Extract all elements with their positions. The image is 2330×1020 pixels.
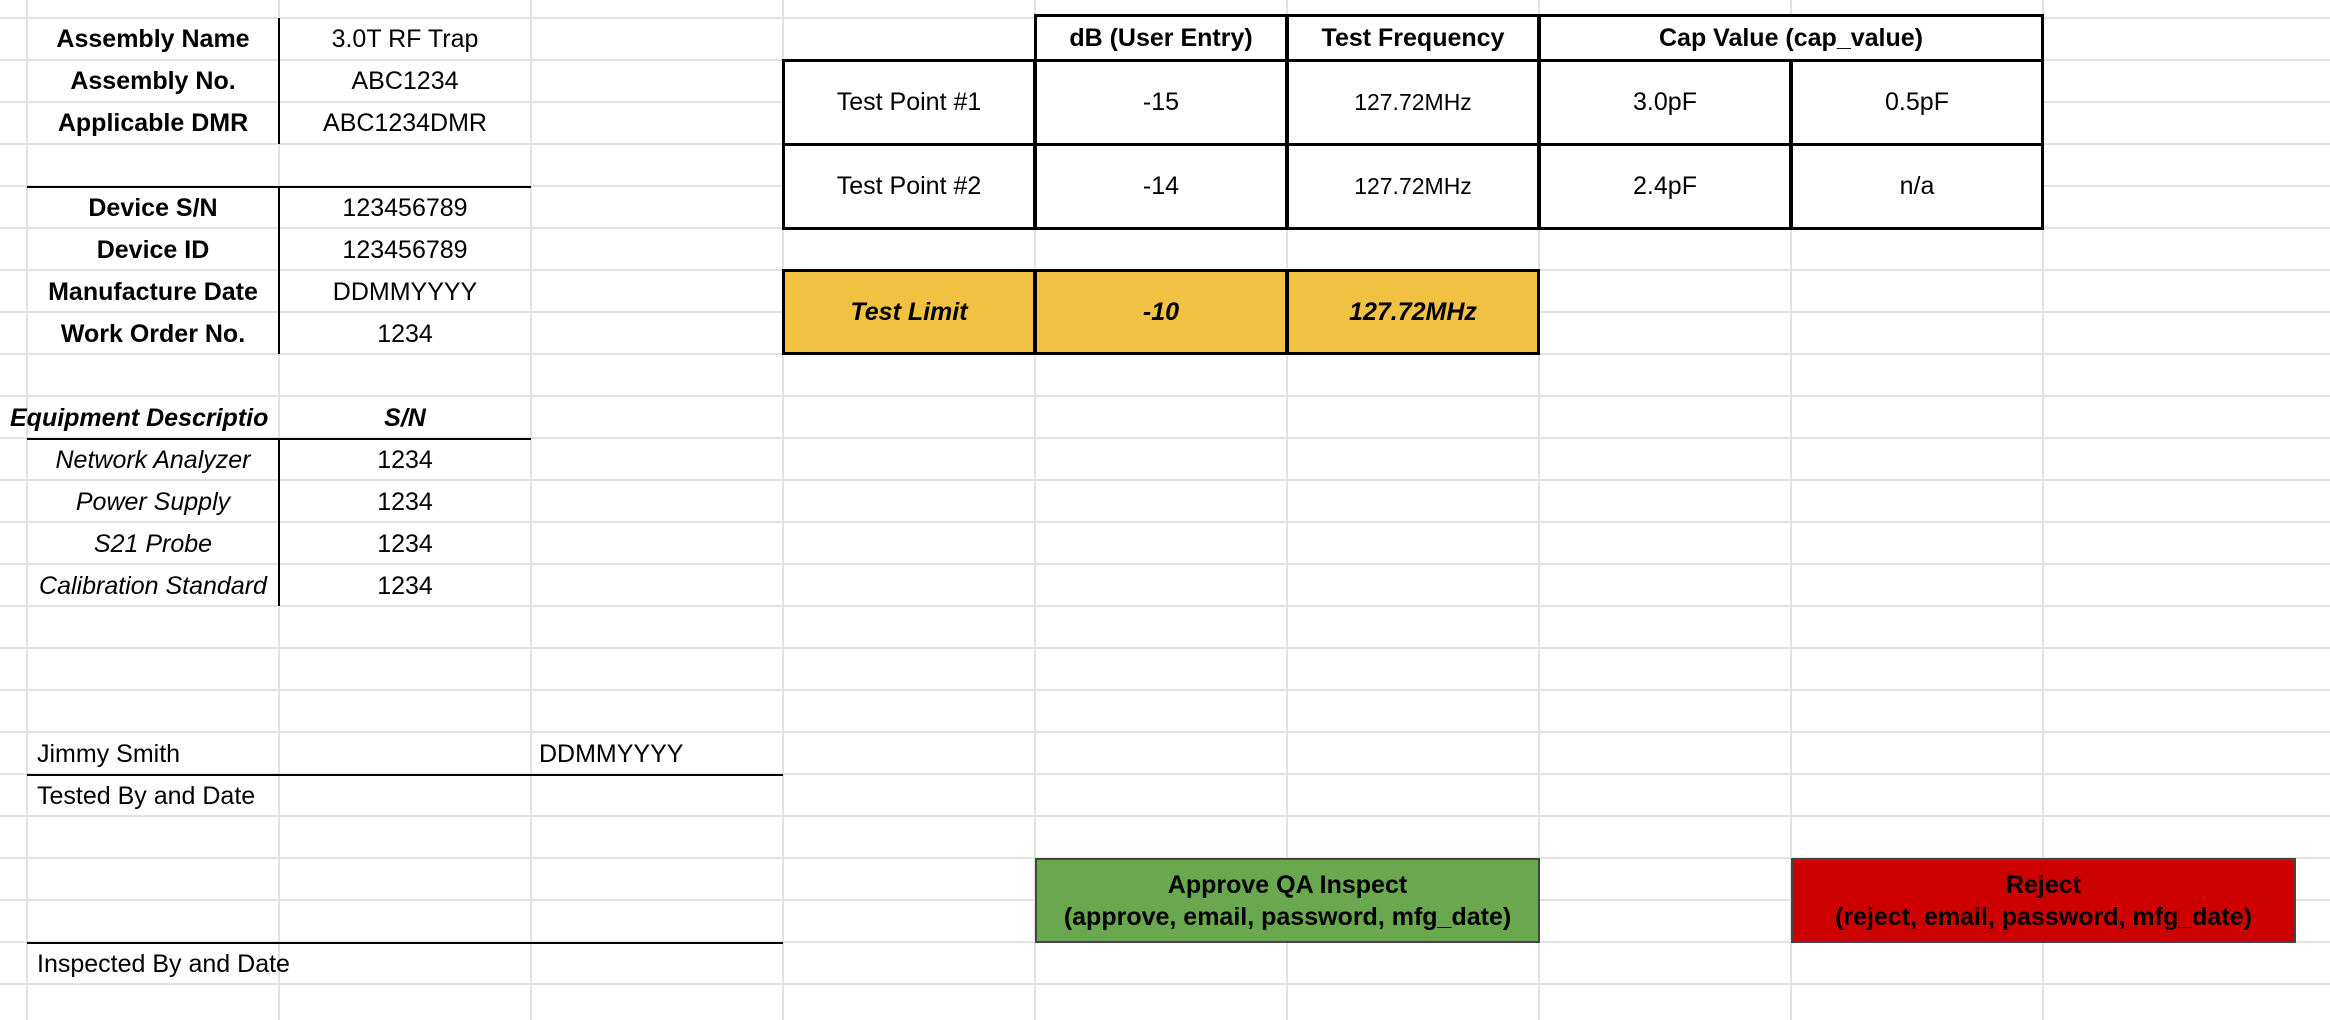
- equipment-row-calibration-standard: Calibration Standard: [39, 571, 267, 600]
- tester-date[interactable]: DDMMYYYY: [539, 739, 684, 768]
- work-order-label: Work Order No.: [60, 319, 246, 348]
- test-point-1-db[interactable]: -15: [1034, 59, 1288, 146]
- inspected-by-label: Inspected By and Date: [37, 949, 290, 978]
- equipment-row-s21-probe: S21 Probe: [93, 529, 213, 558]
- tested-by-label: Tested By and Date: [37, 781, 256, 810]
- manufacture-date-label: Manufacture Date: [48, 277, 258, 306]
- test-point-2-cap-b[interactable]: n/a: [1790, 143, 2044, 230]
- test-point-2-db[interactable]: -14: [1034, 143, 1288, 230]
- work-order-value[interactable]: 1234: [377, 319, 433, 348]
- equipment-sn-header: S/N: [384, 403, 426, 432]
- assembly-no-label: Assembly No.: [70, 66, 236, 95]
- applicable-dmr-label: Applicable DMR: [57, 108, 249, 137]
- device-sn-value[interactable]: 123456789: [342, 193, 468, 222]
- tested-signature-line: [27, 774, 783, 776]
- inspected-signature-line: [27, 942, 783, 944]
- equipment-sn-s21-probe[interactable]: 1234: [377, 529, 433, 558]
- test-point-2-frequency: 127.72MHz: [1286, 143, 1540, 230]
- device-id-label: Device ID: [96, 235, 210, 264]
- tester-name[interactable]: Jimmy Smith: [37, 739, 181, 768]
- header-test-frequency: Test Frequency: [1286, 14, 1540, 62]
- approve-button-title: Approve QA Inspect: [1167, 870, 1408, 899]
- equipment-sn-calibration-standard[interactable]: 1234: [377, 571, 433, 600]
- device-id-value[interactable]: 123456789: [342, 235, 468, 264]
- reject-button-args: (reject, email, password, mfg_date): [1835, 902, 2252, 931]
- reject-button-title: Reject: [2005, 870, 2082, 899]
- applicable-dmr-value[interactable]: ABC1234DMR: [323, 108, 487, 137]
- test-limit-frequency: 127.72MHz: [1286, 269, 1540, 355]
- equipment-divider: [278, 438, 280, 606]
- assembly-name-label: Assembly Name: [56, 24, 250, 53]
- assembly-no-value[interactable]: ABC1234: [351, 66, 459, 95]
- test-point-1-frequency: 127.72MHz: [1286, 59, 1540, 146]
- manufacture-date-value[interactable]: DDMMYYYY: [332, 277, 478, 306]
- assembly-divider: [278, 18, 280, 144]
- equipment-row-network-analyzer: Network Analyzer: [55, 445, 251, 474]
- approve-button-args: (approve, email, password, mfg_date): [1063, 902, 1512, 931]
- test-point-1-label: Test Point #1: [782, 59, 1036, 146]
- test-point-1-cap-b[interactable]: 0.5pF: [1790, 59, 2044, 146]
- equipment-row-power-supply: Power Supply: [75, 487, 231, 516]
- device-sn-label: Device S/N: [88, 193, 218, 222]
- header-cap-value: Cap Value (cap_value): [1538, 14, 2044, 62]
- equipment-description-header: Equipment Descriptio: [10, 403, 269, 432]
- equipment-sn-power-supply[interactable]: 1234: [377, 487, 433, 516]
- header-db-user-entry: dB (User Entry): [1034, 14, 1288, 62]
- test-limit-label: Test Limit: [782, 269, 1036, 355]
- assembly-name-value[interactable]: 3.0T RF Trap: [331, 24, 479, 53]
- test-point-2-label: Test Point #2: [782, 143, 1036, 230]
- device-divider: [278, 186, 280, 354]
- reject-button[interactable]: Reject (reject, email, password, mfg_dat…: [1791, 858, 2296, 943]
- equipment-sn-network-analyzer[interactable]: 1234: [377, 445, 433, 474]
- test-point-2-cap-a[interactable]: 2.4pF: [1538, 143, 1792, 230]
- test-limit-db: -10: [1034, 269, 1288, 355]
- approve-qa-inspect-button[interactable]: Approve QA Inspect (approve, email, pass…: [1035, 858, 1540, 943]
- test-point-1-cap-a[interactable]: 3.0pF: [1538, 59, 1792, 146]
